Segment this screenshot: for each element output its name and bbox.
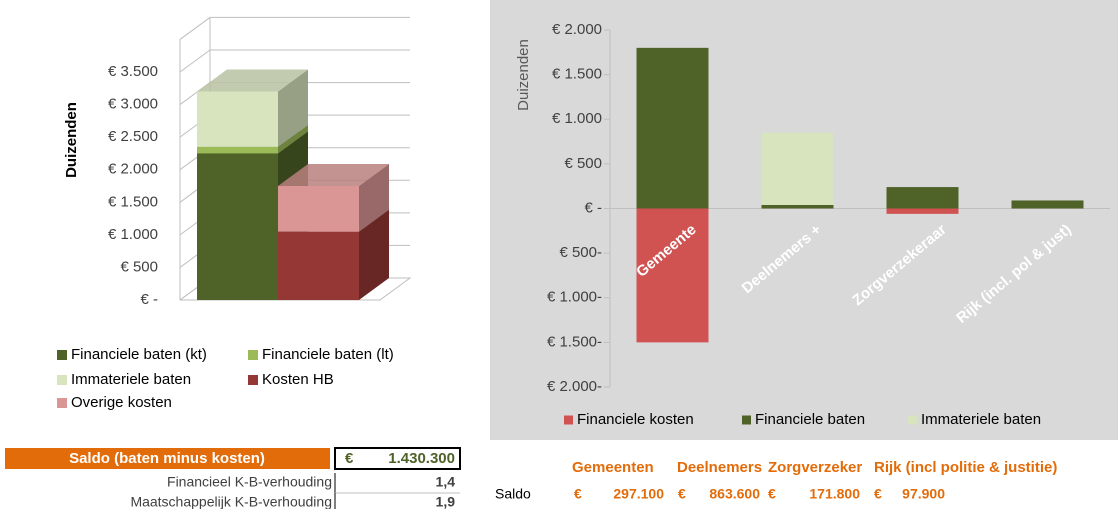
summary-box bbox=[334, 447, 461, 470]
bar-front bbox=[278, 186, 359, 232]
bar-segment bbox=[197, 69, 308, 147]
legend-label: Kosten HB bbox=[262, 371, 334, 388]
bar-front bbox=[197, 146, 278, 154]
summary-row-label: Maatschappelijk K-B-verhouding bbox=[130, 494, 332, 509]
y-axis-title: Duizenden bbox=[515, 39, 532, 111]
y-tick-label: € 2.000- bbox=[547, 378, 602, 395]
bar-side bbox=[278, 69, 308, 147]
legend-label: Financiele baten (lt) bbox=[262, 346, 394, 363]
bar-front bbox=[197, 153, 278, 300]
legend-label: Overige kosten bbox=[71, 394, 172, 411]
legend-label: Immateriele baten bbox=[921, 411, 1041, 428]
table-header: Rijk (incl politie & justitie) bbox=[874, 459, 1057, 476]
summary-label: Saldo (baten minus kosten) bbox=[69, 450, 265, 467]
cell-value: 863.600 bbox=[709, 486, 760, 502]
bar-front bbox=[197, 91, 278, 147]
cell-currency: € bbox=[574, 486, 582, 502]
legend-label: Financiele kosten bbox=[577, 411, 694, 428]
bar-segment bbox=[278, 164, 389, 232]
legend-swatch bbox=[57, 398, 67, 408]
summary-row-value: 1,9 bbox=[436, 494, 456, 509]
y-tick-label: € 1.500- bbox=[547, 333, 602, 350]
legend-swatch bbox=[57, 350, 67, 360]
y-tick-label: € 2.500 bbox=[108, 128, 158, 145]
table-header: Zorgverzeker bbox=[768, 459, 862, 476]
row-label: Saldo bbox=[495, 486, 531, 502]
bar bbox=[1011, 200, 1084, 209]
y-tick-label: € 1.000 bbox=[552, 110, 602, 127]
summary-value: 1.430.300 bbox=[388, 450, 455, 467]
bar-top bbox=[278, 164, 389, 186]
legend-swatch bbox=[57, 375, 67, 385]
y-tick-label: € 1.500 bbox=[552, 66, 602, 83]
y-tick-label: € 2.000 bbox=[108, 161, 158, 178]
legend-label: Financiele baten bbox=[755, 411, 865, 428]
legend-swatch bbox=[742, 415, 751, 425]
grid-line bbox=[179, 49, 410, 73]
bar-side bbox=[278, 124, 308, 154]
bar bbox=[886, 208, 959, 214]
summary-header bbox=[5, 448, 330, 469]
table-header: Deelnemers bbox=[677, 459, 762, 476]
cell-currency: € bbox=[874, 486, 882, 502]
y-tick-label: € 500- bbox=[559, 244, 602, 261]
legend-label: Financiele baten (kt) bbox=[71, 346, 207, 363]
y-tick-label: € 500 bbox=[120, 258, 158, 275]
y-tick-label: € 1.000- bbox=[547, 289, 602, 306]
bar bbox=[636, 208, 709, 343]
bar bbox=[636, 47, 709, 209]
y-tick-label: € 3.000 bbox=[108, 96, 158, 113]
table-header: Gemeenten bbox=[572, 459, 654, 476]
legend-swatch bbox=[908, 415, 917, 425]
y-axis-title: Duizenden bbox=[63, 102, 80, 178]
bar-side bbox=[359, 164, 389, 232]
cell-value: 97.900 bbox=[902, 486, 945, 502]
y-tick-label: € - bbox=[584, 199, 602, 216]
bar-front bbox=[278, 231, 359, 300]
summary-row-value: 1,4 bbox=[436, 474, 456, 490]
cell-currency: € bbox=[678, 486, 686, 502]
legend-swatch bbox=[564, 415, 573, 425]
y-tick-label: € - bbox=[140, 291, 158, 308]
summary-currency: € bbox=[345, 450, 354, 467]
chart-background bbox=[490, 0, 1118, 440]
y-tick-label: € 2.000 bbox=[552, 21, 602, 38]
y-tick-label: € 1.000 bbox=[108, 226, 158, 243]
legend-swatch bbox=[248, 350, 258, 360]
legend-swatch bbox=[248, 375, 258, 385]
cell-value: 297.100 bbox=[613, 486, 664, 502]
summary-row-label: Financieel K-B-verhouding bbox=[167, 474, 332, 490]
cell-currency: € bbox=[768, 486, 776, 502]
bar bbox=[886, 187, 959, 209]
legend-label: Immateriele baten bbox=[71, 371, 191, 388]
y-tick-label: € 500 bbox=[564, 155, 602, 172]
bar bbox=[761, 204, 834, 209]
bar-top bbox=[197, 69, 308, 92]
y-tick-label: € 1.500 bbox=[108, 193, 158, 210]
bar bbox=[761, 132, 834, 205]
y-tick-label: € 3.500 bbox=[108, 63, 158, 80]
bar-side bbox=[359, 209, 389, 300]
cell-value: 171.800 bbox=[809, 486, 860, 502]
